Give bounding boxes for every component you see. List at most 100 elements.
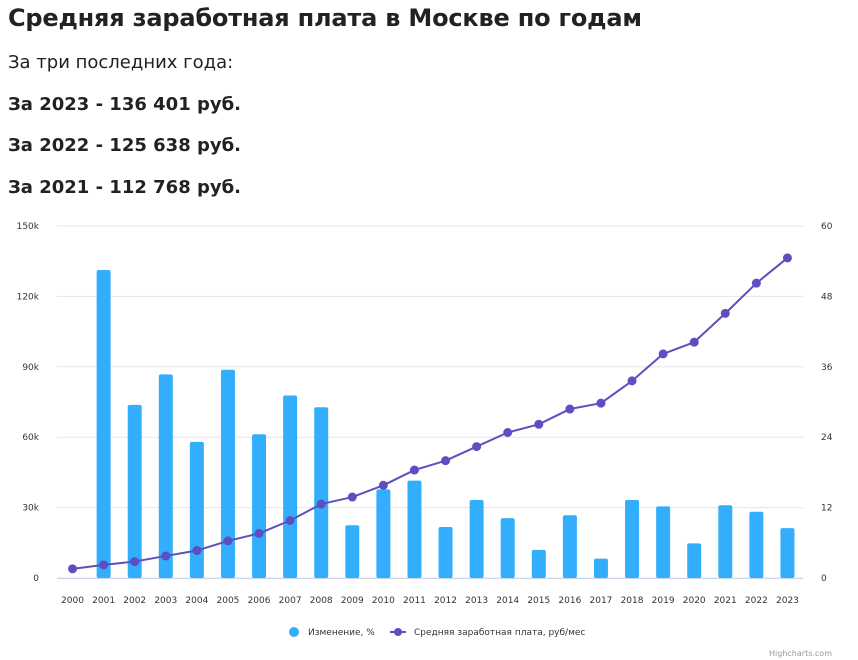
right-axis-tick-label: 24	[821, 433, 833, 443]
bar-2002[interactable]	[127, 404, 142, 578]
x-axis-tick-label: 2021	[714, 596, 737, 606]
bar-2009[interactable]	[345, 525, 360, 578]
bar-2008[interactable]	[314, 407, 329, 578]
x-axis-tick-label: 2013	[465, 596, 488, 606]
left-axis-tick-label: 30k	[22, 504, 39, 514]
salary-point-2019[interactable]	[658, 349, 668, 359]
salary-point-2015[interactable]	[534, 419, 544, 429]
x-axis-tick-label: 2012	[434, 596, 457, 606]
left-axis-tick-label: 120k	[17, 292, 40, 302]
change-percent-bars[interactable]	[96, 270, 795, 578]
salary-point-2010[interactable]	[378, 480, 388, 490]
bar-2010[interactable]	[376, 489, 391, 578]
salary-line-series[interactable]	[68, 253, 792, 574]
bar-2012[interactable]	[438, 526, 453, 578]
legend-label-change: Изменение, %	[308, 628, 375, 638]
right-axis-tick-label: 36	[821, 363, 833, 373]
bar-2022[interactable]	[749, 511, 764, 578]
salary-point-2002[interactable]	[130, 557, 140, 567]
x-axis-tick-label: 2001	[92, 596, 115, 606]
salary-point-2006[interactable]	[254, 528, 264, 538]
bar-2001[interactable]	[96, 270, 111, 578]
left-axis: 0 30k 60k 90k 120k 150k	[17, 222, 40, 584]
x-axis-tick-label: 2023	[776, 596, 799, 606]
bar-2005[interactable]	[220, 369, 235, 578]
right-axis: 0 12 24 36 48 60	[821, 222, 833, 584]
bar-2019[interactable]	[656, 506, 671, 578]
salary-point-2023[interactable]	[782, 253, 792, 263]
bar-2013[interactable]	[469, 499, 484, 578]
right-axis-tick-label: 60	[821, 222, 833, 232]
right-axis-tick-label: 12	[821, 504, 832, 514]
intro-text: За три последних года:	[8, 52, 234, 73]
x-axis-tick-label: 2015	[527, 596, 550, 606]
salary-point-2008[interactable]	[316, 499, 326, 509]
x-axis-tick-label: 2006	[248, 596, 271, 606]
x-axis-tick-label: 2008	[310, 596, 333, 606]
x-axis: 2000 2001 2002 2003 2004 2005 2006 2007 2008 2009…	[57, 578, 803, 606]
salary-point-2003[interactable]	[161, 551, 171, 561]
x-axis-tick-label: 2003	[154, 596, 177, 606]
x-axis-tick-label: 2002	[123, 596, 146, 606]
left-axis-tick-label: 0	[33, 574, 39, 584]
salary-point-2001[interactable]	[99, 560, 109, 570]
x-axis-tick-label: 2009	[341, 596, 364, 606]
x-axis-tick-label: 2017	[590, 596, 613, 606]
stat-2021: За 2021 - 112 768 руб.	[8, 177, 242, 198]
bar-2016[interactable]	[562, 515, 577, 578]
x-axis-tick-label: 2004	[185, 596, 208, 606]
x-axis-tick-label: 2010	[372, 596, 395, 606]
salary-point-2016[interactable]	[565, 404, 575, 414]
credits-link[interactable]: Highcharts.com	[769, 649, 832, 658]
bar-2007[interactable]	[283, 395, 298, 578]
x-axis-tick-label: 2000	[61, 596, 84, 606]
left-axis-tick-label: 150k	[17, 222, 40, 232]
x-axis-tick-label: 2014	[496, 596, 519, 606]
x-axis-tick-label: 2019	[652, 596, 675, 606]
legend[interactable]: Изменение, % Средняя заработная плата, р…	[289, 627, 585, 638]
salary-point-2009[interactable]	[347, 492, 357, 502]
bar-2011[interactable]	[407, 480, 422, 578]
x-axis-tick-label: 2011	[403, 596, 426, 606]
stat-2022: За 2022 - 125 638 руб.	[8, 135, 242, 156]
legend-item-change[interactable]: Изменение, %	[289, 627, 375, 638]
bar-2023[interactable]	[780, 528, 795, 578]
bar-2006[interactable]	[252, 434, 267, 578]
x-axis-tick-label: 2007	[279, 596, 302, 606]
salary-point-2005[interactable]	[223, 536, 233, 546]
bar-2018[interactable]	[625, 499, 640, 578]
right-axis-tick-label: 0	[821, 574, 827, 584]
legend-bar-marker	[289, 627, 299, 637]
x-axis-tick-label: 2022	[745, 596, 768, 606]
bar-2020[interactable]	[687, 543, 702, 578]
salary-point-2017[interactable]	[596, 398, 606, 408]
page-title: Средняя заработная плата в Москве по год…	[8, 4, 642, 32]
bar-2003[interactable]	[158, 374, 173, 578]
bar-2015[interactable]	[531, 549, 546, 578]
legend-label-salary: Средняя заработная плата, руб/мес	[414, 628, 585, 638]
salary-point-2007[interactable]	[285, 516, 295, 526]
bar-2014[interactable]	[500, 518, 515, 578]
salary-point-2020[interactable]	[689, 337, 699, 347]
legend-line-marker	[394, 628, 402, 636]
x-axis-tick-label: 2005	[217, 596, 240, 606]
stat-2023: За 2023 - 136 401 руб.	[8, 94, 242, 115]
salary-point-2000[interactable]	[68, 564, 78, 574]
salary-point-2021[interactable]	[720, 308, 730, 318]
salary-point-2011[interactable]	[409, 465, 419, 475]
left-axis-tick-label: 60k	[22, 433, 39, 443]
bar-2017[interactable]	[593, 558, 608, 578]
salary-point-2013[interactable]	[472, 442, 482, 452]
salary-point-2018[interactable]	[627, 376, 637, 386]
salary-point-2012[interactable]	[441, 456, 451, 466]
bar-2021[interactable]	[718, 505, 733, 578]
legend-item-salary[interactable]: Средняя заработная плата, руб/мес	[390, 628, 585, 638]
x-axis-tick-label: 2016	[558, 596, 581, 606]
salary-point-2022[interactable]	[751, 278, 761, 288]
left-axis-tick-label: 90k	[22, 363, 39, 373]
salary-point-2004[interactable]	[192, 546, 202, 556]
salary-point-2014[interactable]	[503, 428, 513, 438]
bar-2004[interactable]	[189, 441, 204, 578]
right-axis-tick-label: 48	[821, 292, 833, 302]
